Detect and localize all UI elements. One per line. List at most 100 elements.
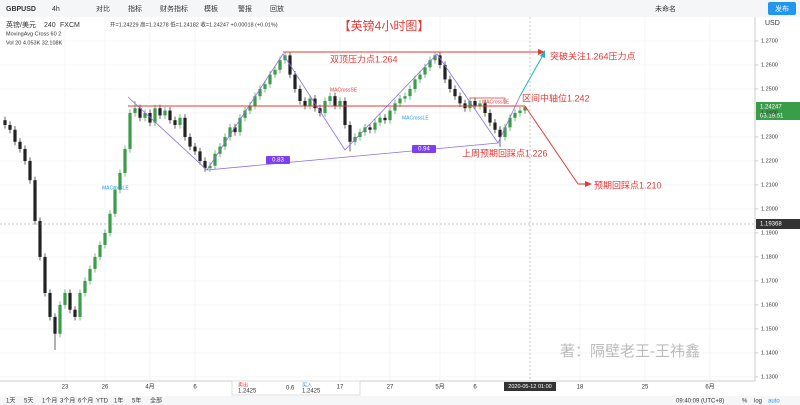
candle-body xyxy=(238,117,242,133)
candle-body xyxy=(243,110,247,118)
spread: 0.6 xyxy=(286,386,295,392)
signal: MACrossSE xyxy=(330,87,358,93)
buy-price[interactable]: 1.2425 xyxy=(302,389,321,395)
candle-body xyxy=(233,127,237,133)
candle-body xyxy=(433,55,437,61)
range-button[interactable]: 1个月 xyxy=(42,398,57,405)
annotation: 上周预期回踩点1.226 xyxy=(462,148,548,158)
candle-body xyxy=(248,105,252,111)
candle-body xyxy=(203,160,207,169)
drawings xyxy=(0,17,755,381)
candle-body xyxy=(413,79,417,89)
x-tick-label: 25 xyxy=(642,385,649,391)
candle-body xyxy=(333,96,337,106)
layout-name[interactable]: 未命名 xyxy=(655,4,676,13)
annotation: 预期回踩点1.210 xyxy=(594,180,662,190)
tool[interactable]: 指标 xyxy=(128,4,142,13)
candle-body xyxy=(378,117,382,123)
candle-body xyxy=(478,103,482,106)
signal: MACrossLE xyxy=(102,185,129,191)
ratio: 0.83 xyxy=(272,158,284,164)
candle-body xyxy=(28,160,32,181)
annotation: 突破关注1.264压力点 xyxy=(550,50,636,61)
arrow xyxy=(538,49,545,55)
tool[interactable]: 警报 xyxy=(238,4,252,13)
last-price: 1.24247 xyxy=(760,105,782,111)
legend-vol: Vol 20 4.053K 32.108K xyxy=(6,40,63,46)
candle-body xyxy=(103,232,107,245)
legend-name: 英镑/美元 xyxy=(6,20,36,29)
candle-body xyxy=(408,88,412,97)
y-tick-label: 1.1300 xyxy=(761,374,778,380)
x-tick-label: 27 xyxy=(387,385,394,391)
buy-label[interactable]: 买入 xyxy=(302,381,312,388)
x-tick-label: 6 xyxy=(473,385,477,391)
trade-panel xyxy=(231,380,361,396)
countdown: 03:19:51 xyxy=(760,114,784,120)
interval[interactable]: 4h xyxy=(52,6,60,13)
auto-toggle[interactable]: auto xyxy=(768,399,780,405)
candle-body xyxy=(228,127,232,137)
log-toggle[interactable]: log xyxy=(754,399,762,405)
candle-body xyxy=(178,117,182,125)
y-tick-label: 1.1800 xyxy=(761,254,778,260)
candle-body xyxy=(68,292,72,310)
cursor-price: 1.19368 xyxy=(760,222,782,228)
y-tick-label: 1.2100 xyxy=(761,182,778,188)
candle-body xyxy=(33,180,37,221)
tool[interactable]: 回放 xyxy=(270,4,284,13)
annotation: 区间中轴位1.242 xyxy=(522,92,590,103)
candle-body xyxy=(93,256,97,269)
candle-body xyxy=(388,110,392,121)
candle-body xyxy=(323,100,327,113)
publish-label[interactable]: 发布 xyxy=(775,4,789,13)
y-tick-label: 1.1400 xyxy=(761,350,778,356)
range-button[interactable]: 5天 xyxy=(24,398,33,405)
candle-body xyxy=(123,148,127,173)
candle-body xyxy=(88,268,92,281)
candle-body xyxy=(448,79,452,89)
tool[interactable]: 模板 xyxy=(204,4,218,13)
breakout-arrow xyxy=(519,54,544,97)
candles xyxy=(3,51,527,351)
y-tick-label: 1.1900 xyxy=(761,230,778,236)
publish-button[interactable] xyxy=(768,2,796,15)
candle-body xyxy=(163,110,167,116)
sell-label[interactable]: 卖出 xyxy=(238,381,248,388)
range-buttons: 1天 5天 1个月 3个月 6个月 YTD 1年 5年 全部 xyxy=(6,397,162,405)
candle-body xyxy=(503,127,507,137)
candle-body xyxy=(133,108,137,113)
candle-body xyxy=(418,74,422,80)
candle-body xyxy=(268,74,272,85)
legend-ohlc: 开=1.24229 高=1.24278 低=1.24182 收=1.24247 … xyxy=(110,20,278,28)
candle-body xyxy=(113,189,117,214)
x-tick-label: 26 xyxy=(102,385,109,391)
range-button[interactable]: 6个月 xyxy=(78,398,93,405)
y-tick-label: 1.1600 xyxy=(761,302,778,308)
sell-price[interactable]: 1.2425 xyxy=(238,389,257,395)
candle-body xyxy=(108,213,112,233)
pct-toggle[interactable]: % xyxy=(742,399,748,405)
range-button[interactable]: 全部 xyxy=(150,397,162,405)
cursor-time: 2020-05-12 01:00 xyxy=(508,384,551,390)
candle-body xyxy=(253,96,257,106)
candle-body xyxy=(393,103,397,111)
annotation: 双顶压力点1.264 xyxy=(330,53,398,64)
bracket xyxy=(470,97,506,104)
candle-body xyxy=(348,124,352,142)
range-button[interactable]: 1年 xyxy=(114,397,123,405)
signal: MACrossLE xyxy=(402,115,429,121)
signal: MACrossSE xyxy=(482,99,510,105)
range-button[interactable]: 5年 xyxy=(132,397,141,405)
tool[interactable]: 对比 xyxy=(96,4,110,13)
range-button[interactable]: 1天 xyxy=(6,398,15,405)
symbol[interactable]: GBPUSD xyxy=(6,6,36,13)
legend-source: FXCM xyxy=(60,22,80,29)
candle-body xyxy=(118,172,122,190)
range-button[interactable]: 3个月 xyxy=(60,398,75,405)
candle-body xyxy=(423,67,427,75)
tool[interactable]: 财务指标 xyxy=(160,4,188,13)
y-tick-label: 1.2600 xyxy=(761,62,778,68)
range-button[interactable]: YTD xyxy=(96,399,109,405)
candle-body xyxy=(98,244,102,257)
